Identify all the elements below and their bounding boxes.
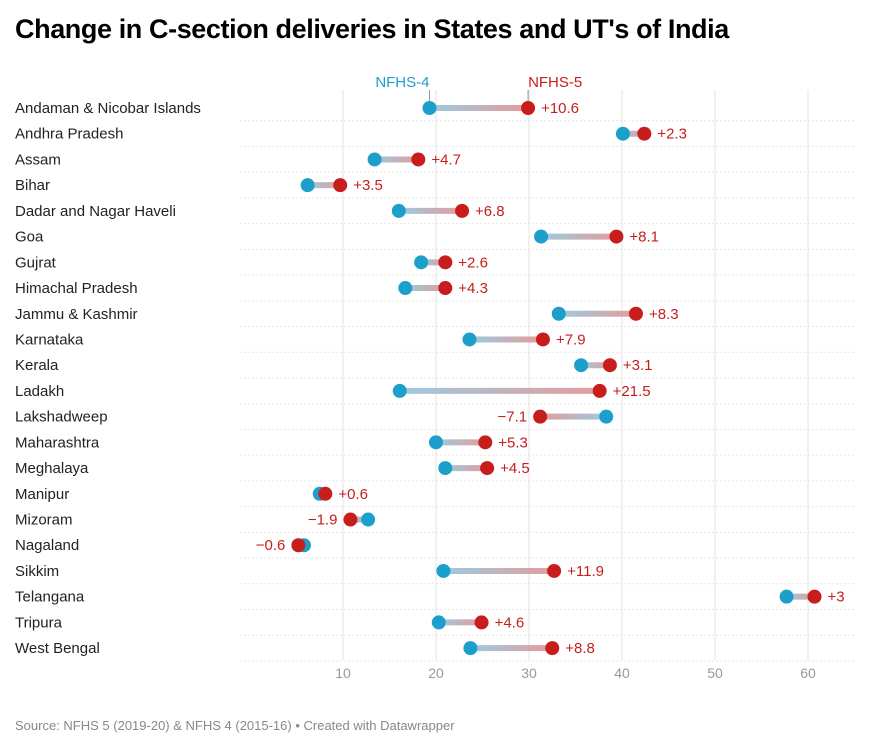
change-label: +7.9 bbox=[556, 331, 586, 348]
dot-nfhs4 bbox=[422, 101, 437, 115]
dot-nfhs4 bbox=[463, 641, 478, 656]
change-label: +8.8 bbox=[565, 640, 595, 657]
category-label: Goa bbox=[15, 229, 44, 246]
change-label: +5.3 bbox=[498, 434, 528, 451]
dot-nfhs4 bbox=[438, 461, 453, 476]
dot-nfhs5 bbox=[318, 486, 333, 501]
dot-nfhs4 bbox=[398, 281, 413, 296]
category-label: Nagaland bbox=[15, 537, 79, 554]
change-label: +21.5 bbox=[613, 383, 651, 400]
category-label: Manipur bbox=[15, 486, 69, 503]
dot-nfhs4 bbox=[462, 332, 477, 347]
x-tick-label: 20 bbox=[428, 665, 444, 681]
category-label: Jammu & Kashmir bbox=[15, 306, 138, 323]
category-label: Bihar bbox=[15, 177, 50, 194]
dot-nfhs4 bbox=[779, 589, 794, 604]
dot-nfhs5 bbox=[521, 101, 536, 115]
category-label: Gujrat bbox=[15, 254, 57, 271]
change-label: +6.8 bbox=[475, 203, 505, 220]
change-label: +4.3 bbox=[458, 280, 488, 297]
change-label: +3.1 bbox=[623, 357, 653, 374]
dot-nfhs4 bbox=[300, 178, 315, 193]
dot-nfhs5 bbox=[592, 383, 607, 398]
dot-nfhs4 bbox=[367, 152, 382, 167]
category-label: Dadar and Nagar Haveli bbox=[15, 203, 176, 220]
dot-nfhs5 bbox=[291, 538, 306, 553]
x-tick-label: 30 bbox=[521, 665, 537, 681]
dot-nfhs4 bbox=[392, 383, 407, 398]
dot-nfhs5 bbox=[533, 409, 548, 424]
change-label: +4.5 bbox=[500, 460, 530, 477]
category-label: Assam bbox=[15, 151, 61, 168]
dot-nfhs5 bbox=[343, 512, 358, 527]
dot-nfhs5 bbox=[480, 461, 495, 476]
change-label: +0.6 bbox=[338, 486, 368, 503]
change-label: +3 bbox=[828, 589, 845, 606]
dot-nfhs4 bbox=[391, 203, 406, 218]
change-label: −7.1 bbox=[498, 409, 528, 426]
category-label: Tripura bbox=[15, 614, 63, 631]
dot-nfhs5 bbox=[628, 306, 643, 321]
dot-nfhs5 bbox=[333, 178, 348, 193]
dot-nfhs5 bbox=[547, 563, 562, 578]
x-tick-label: 10 bbox=[335, 665, 351, 681]
x-tick-label: 60 bbox=[800, 665, 816, 681]
dot-nfhs5 bbox=[535, 332, 550, 347]
dot-nfhs4 bbox=[429, 435, 443, 450]
category-label: Ladakh bbox=[15, 383, 64, 400]
dot-nfhs4 bbox=[599, 409, 614, 424]
change-label: +8.1 bbox=[629, 229, 659, 246]
category-label: Himachal Pradesh bbox=[15, 280, 138, 297]
change-label: +11.9 bbox=[567, 563, 604, 580]
category-label: Andhra Pradesh bbox=[15, 126, 123, 143]
dot-nfhs4 bbox=[431, 615, 446, 630]
dot-nfhs5 bbox=[438, 255, 453, 270]
dot-nfhs5 bbox=[545, 641, 560, 656]
change-label: +4.7 bbox=[431, 151, 461, 168]
dot-nfhs5 bbox=[438, 281, 453, 296]
change-label: +2.6 bbox=[458, 254, 488, 271]
dot-nfhs5 bbox=[455, 203, 470, 218]
dot-nfhs5 bbox=[411, 152, 426, 167]
change-label: +10.6 bbox=[541, 100, 579, 117]
dot-nfhs4 bbox=[534, 229, 549, 244]
dot-nfhs5 bbox=[478, 435, 493, 450]
x-tick-label: 50 bbox=[707, 665, 723, 681]
category-label: Kerala bbox=[15, 357, 59, 374]
dot-nfhs4 bbox=[436, 563, 451, 578]
change-label: −0.6 bbox=[256, 537, 286, 554]
chart-source: Source: NFHS 5 (2019-20) & NFHS 4 (2015-… bbox=[15, 718, 455, 733]
dot-nfhs4 bbox=[574, 358, 589, 373]
dot-nfhs4 bbox=[414, 255, 429, 270]
category-label: Meghalaya bbox=[15, 460, 89, 477]
category-label: Lakshadweep bbox=[15, 409, 108, 426]
legend-nfhs4: NFHS-4 bbox=[375, 74, 429, 91]
change-label: +4.6 bbox=[495, 614, 525, 631]
category-label: Mizoram bbox=[15, 512, 73, 529]
change-label: +8.3 bbox=[649, 306, 679, 323]
change-label: +2.3 bbox=[657, 126, 687, 143]
dot-nfhs5 bbox=[637, 126, 652, 141]
category-label: Telangana bbox=[15, 589, 85, 606]
dot-nfhs4 bbox=[361, 512, 376, 527]
category-label: West Bengal bbox=[15, 640, 100, 657]
legend-nfhs5: NFHS-5 bbox=[528, 74, 582, 91]
dot-nfhs5 bbox=[602, 358, 617, 373]
change-label: +3.5 bbox=[353, 177, 383, 194]
dot-nfhs5 bbox=[474, 615, 489, 630]
category-label: Sikkim bbox=[15, 563, 59, 580]
category-label: Maharashtra bbox=[15, 434, 100, 451]
dot-nfhs5 bbox=[609, 229, 624, 244]
category-label: Andaman & Nicobar Islands bbox=[15, 100, 201, 117]
category-label: Karnataka bbox=[15, 331, 84, 348]
dot-nfhs5 bbox=[807, 589, 822, 604]
change-label: −1.9 bbox=[308, 512, 338, 529]
dot-nfhs4 bbox=[615, 126, 630, 141]
chart-title: Change in C-section deliveries in States… bbox=[15, 14, 729, 44]
x-tick-label: 40 bbox=[614, 665, 630, 681]
dot-nfhs4 bbox=[551, 306, 566, 321]
